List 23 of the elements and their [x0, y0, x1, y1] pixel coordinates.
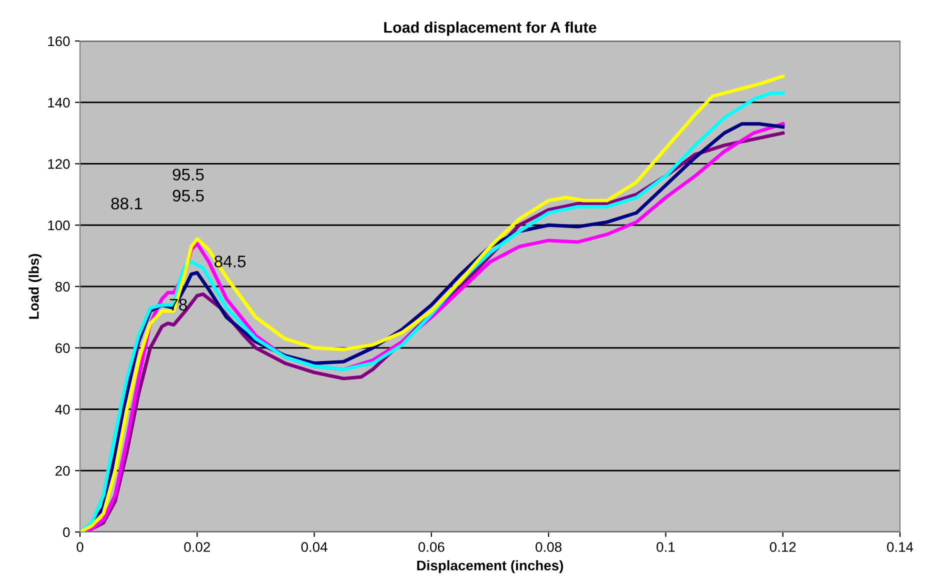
chart-title: Load displacement for A flute — [384, 22, 596, 36]
annotation: 95.5 — [172, 168, 204, 180]
annotation: 95.5 — [172, 190, 204, 202]
y-tick-label: 40 — [55, 404, 70, 414]
x-axis-title: Displacement (inches) — [417, 560, 564, 574]
x-tick-label: 0.12 — [770, 542, 796, 552]
x-tick-label: 0.08 — [536, 542, 562, 552]
y-tick-label: 80 — [55, 282, 70, 292]
x-tick-label: 0.02 — [184, 542, 210, 552]
y-tick-label: 20 — [56, 466, 70, 476]
y-tick-label: 0 — [63, 527, 70, 538]
y-tick-label: 120 — [48, 159, 70, 169]
y-tick-label: 140 — [48, 98, 70, 108]
x-tick-label: 0 — [76, 542, 84, 552]
y-tick-label: 160 — [48, 36, 70, 46]
x-tick-label: 0.06 — [418, 542, 444, 552]
y-tick-label: 100 — [48, 220, 70, 230]
y-axis-title: Load (lbs) — [28, 254, 42, 319]
annotation: 88.1 — [111, 198, 142, 210]
x-tick-label: 0.04 — [301, 542, 328, 552]
x-tick-label: 0.14 — [887, 542, 914, 552]
y-tick-label: 60 — [56, 343, 70, 354]
x-tick-label: 0.1 — [656, 542, 675, 552]
